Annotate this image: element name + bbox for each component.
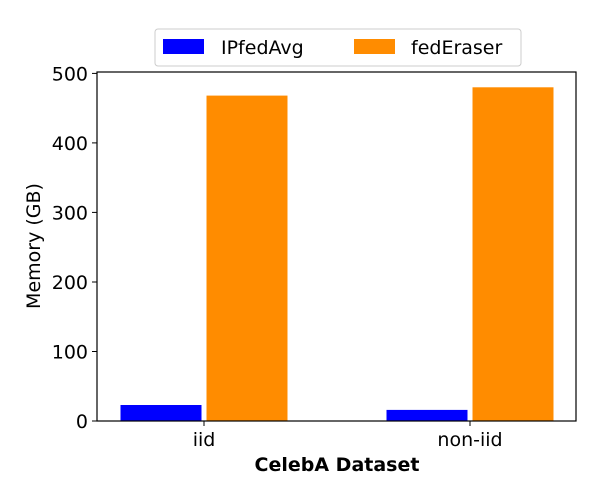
- bar-federaser-iid: [206, 95, 288, 421]
- legend-swatch-federaser: [354, 39, 395, 54]
- y-tick-label-500: 500: [52, 63, 88, 85]
- y-tick-label-100: 100: [52, 342, 88, 364]
- x-axis-title: CelebA Dataset: [255, 454, 420, 476]
- legend-label-ipfedavg: IPfedAvg: [221, 37, 304, 59]
- bar-ipfedavg-non-iid: [386, 409, 468, 421]
- bar-federaser-non-iid: [472, 87, 554, 422]
- y-tick-label-200: 200: [52, 272, 88, 294]
- y-tick-label-400: 400: [52, 133, 88, 155]
- legend-label-federaser: fedEraser: [411, 37, 502, 59]
- x-tick-label-iid: iid: [193, 429, 216, 451]
- plot-frame: [96, 71, 577, 422]
- legend-swatch-ipfedavg: [163, 39, 204, 54]
- legend-frame: [154, 28, 522, 67]
- y-tick-label-300: 300: [52, 202, 88, 224]
- x-tick-label-non-iid: non-iid: [437, 429, 502, 451]
- x-axis: iid non-iid: [193, 421, 503, 451]
- y-axis-title: Memory (GB): [23, 183, 45, 309]
- bar-ipfedavg-iid: [120, 405, 202, 421]
- bars-layer: [120, 87, 554, 422]
- legend: IPfedAvg fedEraser: [154, 28, 522, 67]
- y-tick-label-0: 0: [76, 411, 88, 433]
- y-axis: 0 100 200 300 400 500: [52, 63, 97, 433]
